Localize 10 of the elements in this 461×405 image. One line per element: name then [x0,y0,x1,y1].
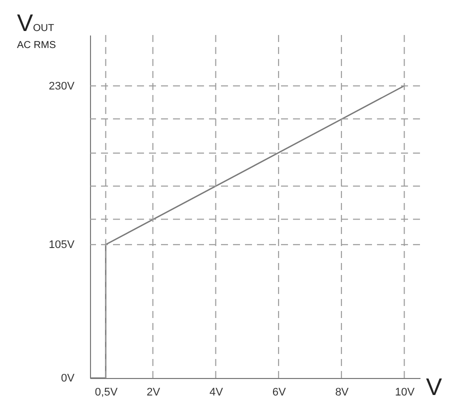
x-tick-label: 6V [272,386,286,398]
x-axis-title: V [426,374,442,402]
y-tick-label: 105V [48,239,76,252]
x-tick-label: 0,5V [94,386,118,398]
x-tick-label: 2V [146,386,161,398]
x-tick-label: 4V [209,386,224,398]
y-tick-label: 0V [61,372,76,384]
y-tick-label: 230V [48,80,76,92]
x-tick-label: 8V [335,386,350,398]
x-tick-label: 10V [394,386,416,398]
